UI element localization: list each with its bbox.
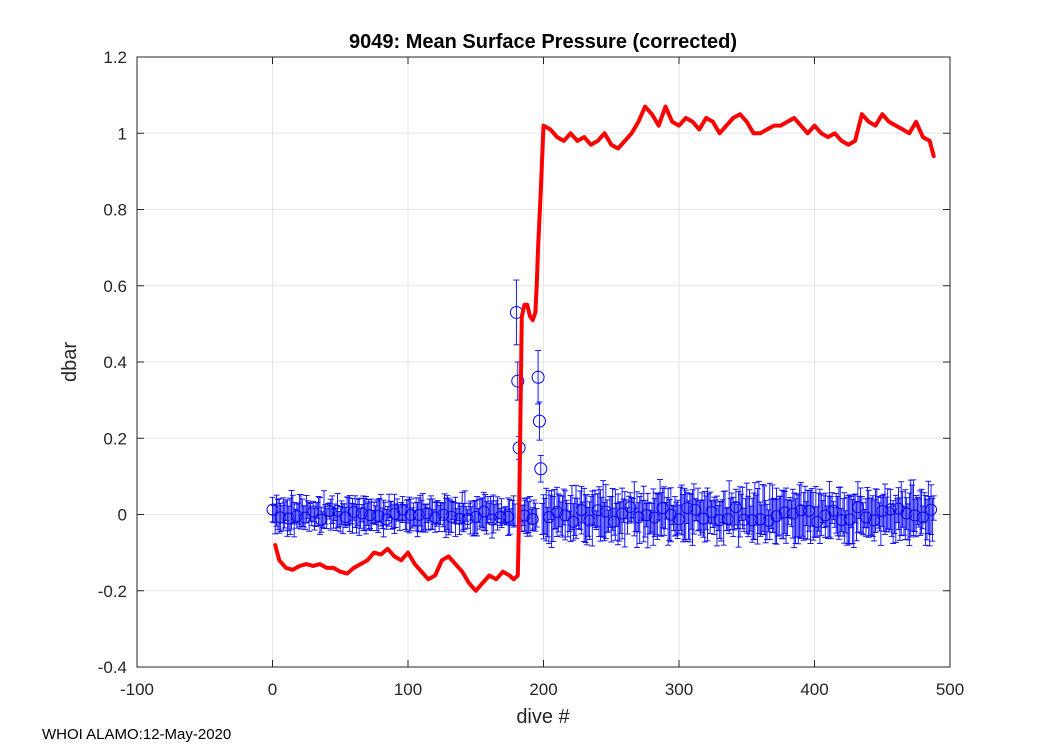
data-point [624,501,637,514]
red-line [273,104,936,593]
x-tick-label: 500 [936,680,964,699]
y-tick-label: -0.4 [98,658,127,677]
x-axis-title: dive # [516,706,570,728]
x-tick-label: 300 [665,680,693,699]
x-tick-label: 400 [800,680,828,699]
x-tick-labels: -100 0 100 200 300 400 500 [120,680,964,699]
y-tick-label: 0 [118,506,127,525]
y-tick-label: 1 [118,124,127,143]
data-point [534,462,548,476]
x-tick-label: 100 [394,680,422,699]
chart-title: 9049: Mean Surface Pressure (corrected) [349,31,737,53]
y-tick-label: 0.4 [103,353,127,372]
y-tick-label: 1.2 [103,48,127,67]
y-axis-title: dbar [59,342,81,382]
data-point [526,513,539,526]
data-point [531,370,545,384]
tick-marks [136,56,951,668]
footer-label: WHOI ALAMO:12-May-2020 [42,726,232,743]
errorbar-series [266,279,938,549]
x-tick-label: 0 [268,680,277,699]
x-tick-label: -100 [120,680,154,699]
line-series [273,104,936,593]
y-tick-label: 0.2 [103,429,127,448]
data-point [511,374,525,388]
x-tick-label: 200 [529,680,557,699]
y-tick-label: -0.2 [98,582,127,601]
y-tick-labels: -0.4 -0.2 0 0.2 0.4 0.6 0.8 1 1.2 [98,48,127,677]
y-tick-label: 0.8 [103,201,127,220]
y-tick-label: 0.6 [103,277,127,296]
data-point [532,414,546,428]
data-point [925,503,938,516]
